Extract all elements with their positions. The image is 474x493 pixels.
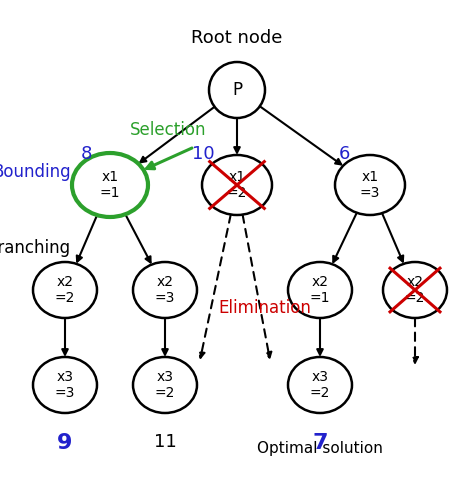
Ellipse shape <box>133 357 197 413</box>
Ellipse shape <box>288 262 352 318</box>
Text: Selection: Selection <box>130 121 206 139</box>
Text: x1
=1: x1 =1 <box>100 170 120 200</box>
Text: 8: 8 <box>81 145 92 163</box>
Ellipse shape <box>383 262 447 318</box>
Ellipse shape <box>33 357 97 413</box>
Text: P: P <box>232 81 242 99</box>
Text: x3
=3: x3 =3 <box>55 370 75 400</box>
Text: x1
=2: x1 =2 <box>227 170 247 200</box>
Text: x2
=1: x2 =1 <box>310 275 330 305</box>
Text: 10: 10 <box>192 145 215 163</box>
Ellipse shape <box>33 262 97 318</box>
Text: x3
=2: x3 =2 <box>310 370 330 400</box>
Text: x2
=2: x2 =2 <box>405 275 425 305</box>
Text: x2
=2: x2 =2 <box>55 275 75 305</box>
Text: x3
=2: x3 =2 <box>155 370 175 400</box>
Text: 9: 9 <box>57 433 73 453</box>
Ellipse shape <box>72 153 148 217</box>
Text: 7: 7 <box>312 433 328 453</box>
Ellipse shape <box>209 62 265 118</box>
Text: 11: 11 <box>154 433 176 451</box>
Text: Branching: Branching <box>0 239 70 257</box>
Text: Elimination: Elimination <box>219 299 311 317</box>
Ellipse shape <box>202 155 272 215</box>
Text: Bounding: Bounding <box>0 163 71 181</box>
Ellipse shape <box>288 357 352 413</box>
Ellipse shape <box>335 155 405 215</box>
Text: x1
=3: x1 =3 <box>360 170 380 200</box>
Text: Root node: Root node <box>191 29 283 47</box>
Text: 6: 6 <box>338 145 350 163</box>
Text: x2
=3: x2 =3 <box>155 275 175 305</box>
Text: Optimal solution: Optimal solution <box>257 441 383 456</box>
Ellipse shape <box>133 262 197 318</box>
